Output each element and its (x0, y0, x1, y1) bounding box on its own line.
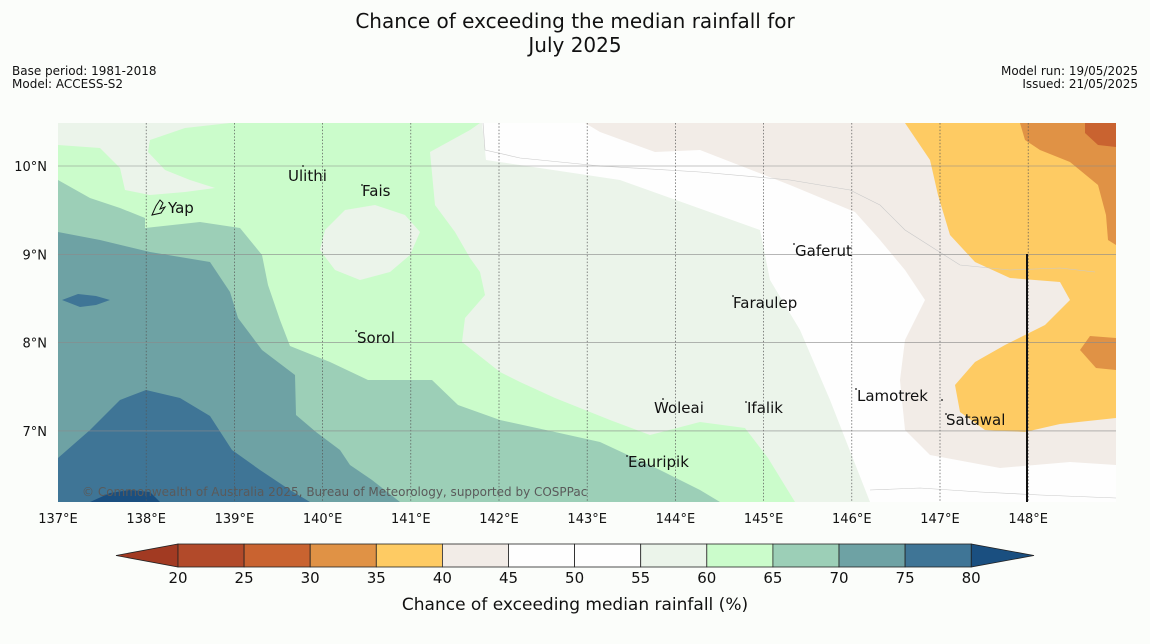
lon-tick-label: 142°E (479, 512, 519, 527)
place-satawal: Satawal (946, 411, 1005, 429)
issued-date: Issued: 21/05/2025 (1022, 77, 1138, 91)
colorbar: 20 25 30 35 40 45 50 55 60 65 70 75 80 (115, 543, 1035, 587)
colorbar-tick-label: 75 (896, 569, 915, 587)
place-eauripik: Eauripik (628, 453, 689, 471)
place-lamotrek: Lamotrek (857, 387, 928, 405)
colorbar-swatch-25-30 (243, 543, 311, 568)
meta-right: Model run: 19/05/2025 Issued: 21/05/2025 (1001, 65, 1138, 91)
map-title: Chance of exceeding the median rainfall … (0, 9, 1150, 57)
colorbar-extend-low (115, 543, 179, 568)
region-above-80 (90, 490, 160, 502)
place-gaferut: Gaferut (795, 242, 852, 260)
colorbar-tick-label: 65 (763, 569, 782, 587)
region-55-60-northwest (58, 123, 230, 195)
colorbar-tick-label: 25 (235, 569, 254, 587)
lat-tick-label: 8°N (23, 337, 48, 352)
region-75-80 (58, 390, 310, 502)
latitude-axis: 10°N 9°N 8°N 7°N (14, 160, 47, 440)
place-yap: Yap (167, 199, 194, 217)
lon-tick-label: 145°E (744, 512, 784, 527)
title-line-1: Chance of exceeding the median rainfall … (355, 9, 795, 33)
colorbar-tick-label: 35 (367, 569, 386, 587)
colorbar-swatch-40-45 (441, 543, 509, 568)
place-sorol: Sorol (357, 329, 395, 347)
place-labels: Yap Ulithi Fais Gaferut Faraulep Sorol W… (167, 167, 1005, 471)
colorbar-tick-label: 55 (631, 569, 650, 587)
colorbar-tick-label: 50 (565, 569, 584, 587)
colorbar-tick-label: 45 (499, 569, 518, 587)
longitude-axis: 137°E 138°E 139°E 140°E 141°E 142°E 143°E 144°E… (38, 512, 1048, 527)
lon-tick-label: 141°E (391, 512, 431, 527)
colorbar-tick-label: 30 (301, 569, 320, 587)
contour-line (482, 123, 1096, 273)
lon-tick-label: 147°E (920, 512, 960, 527)
gridlines (58, 123, 1116, 502)
region-30-35-north (1020, 123, 1116, 245)
model-run: Model run: 19/05/2025 (1000, 64, 1138, 78)
lon-tick-label: 138°E (126, 512, 166, 527)
lon-tick-label: 140°E (303, 512, 343, 527)
place-faraulep: Faraulep (733, 294, 797, 312)
colorbar-tick-label: 40 (433, 569, 452, 587)
meta-left: Base period: 1981-2018 Model: ACCESS-S2 (12, 65, 157, 91)
lon-tick-label: 139°E (215, 512, 255, 527)
place-ifalik: Ifalik (747, 399, 783, 417)
colorbar-tick-label: 60 (697, 569, 716, 587)
colorbar-label: Chance of exceeding median rainfall (%) (402, 595, 748, 615)
colorbar-tick-label: 80 (962, 569, 981, 587)
lat-tick-label: 7°N (23, 425, 48, 440)
colorbar-swatch-75-80 (904, 543, 972, 568)
model-name: Model: ACCESS-S2 (12, 77, 124, 91)
colorbar-tick-label: 70 (829, 569, 848, 587)
yap-island-shape (151, 199, 167, 216)
colorbar-swatch-35-40 (375, 543, 443, 568)
lat-tick-label: 9°N (23, 248, 48, 263)
region-30-35-east (1080, 336, 1116, 370)
colorbar-swatch-60-65 (706, 543, 774, 568)
lon-tick-label: 144°E (656, 512, 696, 527)
colorbar-swatch-65-70 (772, 543, 840, 568)
colorbar-swatch-30-35 (309, 543, 377, 568)
colorbar-tick-label: 20 (168, 569, 187, 587)
copyright-notice: © Commonwealth of Australia 2025, Bureau… (82, 485, 587, 499)
region-35-40 (905, 123, 1116, 432)
place-ulithi: Ulithi (288, 167, 327, 185)
contour-line-south (869, 487, 1116, 499)
region-75-80-island (62, 294, 110, 307)
place-woleai: Woleai (654, 399, 704, 417)
lon-tick-label: 148°E (1008, 512, 1048, 527)
colorbar-swatch-50-55 (574, 543, 642, 568)
region-55-60-island (320, 205, 420, 280)
lon-tick-label: 137°E (38, 512, 78, 527)
base-period: Base period: 1981-2018 (12, 64, 157, 78)
map-area (58, 123, 1116, 502)
place-fais: Fais (362, 182, 391, 200)
colorbar-swatch-70-75 (838, 543, 906, 568)
lat-tick-label: 10°N (14, 160, 47, 175)
colorbar-swatch-20-25 (177, 543, 245, 568)
colorbar-extend-high (970, 543, 1035, 568)
colorbar-swatch-55-60 (640, 543, 708, 568)
lon-tick-label: 146°E (832, 512, 872, 527)
region-25-30 (1085, 123, 1116, 147)
colorbar-swatch-45-50 (508, 543, 575, 568)
lon-tick-label: 143°E (567, 512, 607, 527)
title-line-2: July 2025 (528, 33, 622, 57)
island-dots (302, 165, 947, 457)
